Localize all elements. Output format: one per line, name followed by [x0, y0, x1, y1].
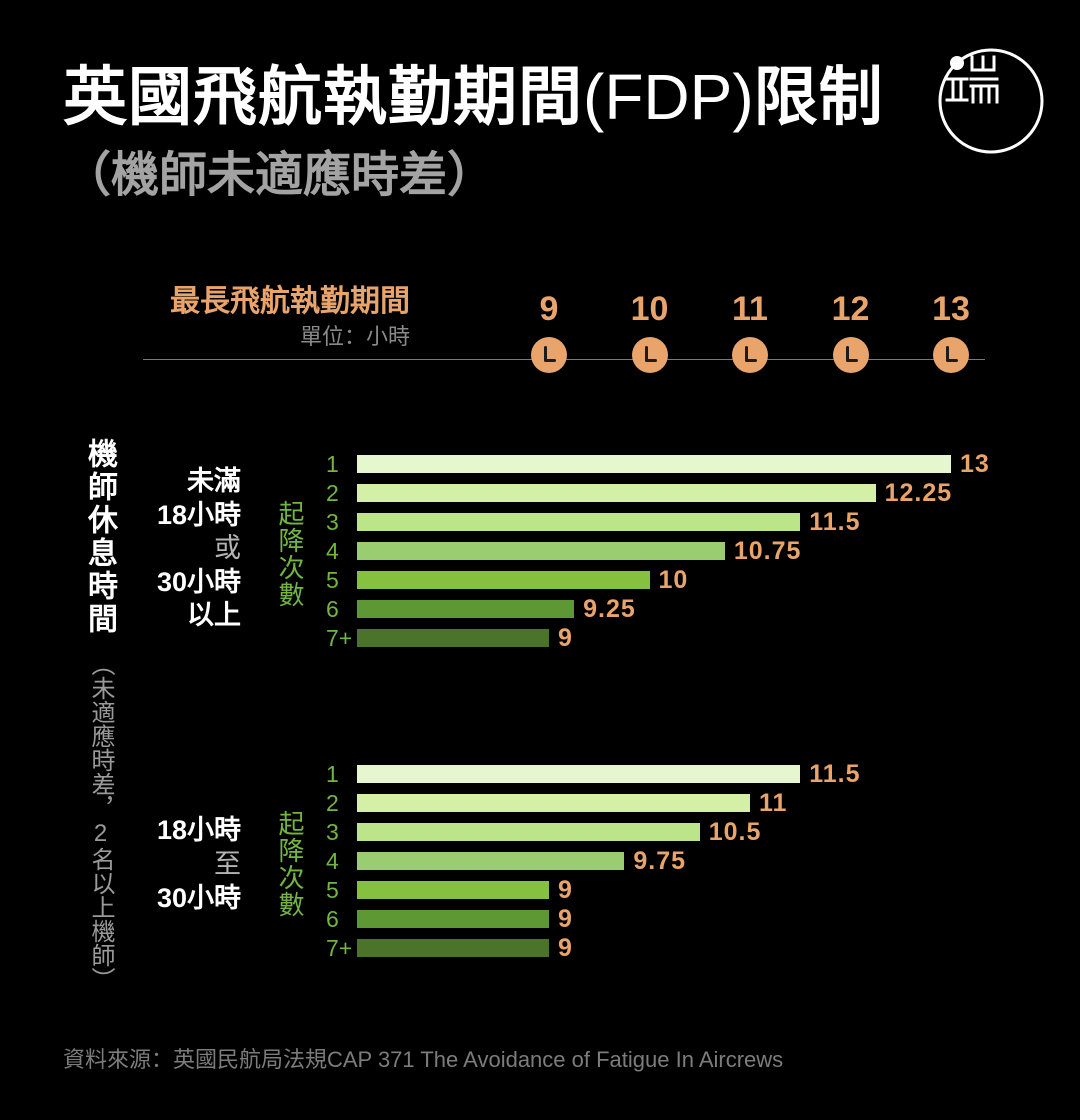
- row-label: 5: [326, 567, 339, 593]
- bar-group1-row5: [357, 571, 650, 589]
- title-suffix: 限制: [753, 61, 884, 133]
- clock-icon: [732, 337, 768, 373]
- row-label: 3: [326, 819, 339, 845]
- value-label: 9: [558, 624, 573, 652]
- bar-group2-row4: [357, 852, 625, 870]
- value-label: 9: [558, 876, 573, 904]
- value-label: 10: [658, 566, 689, 594]
- bar-group2-row7: [357, 939, 549, 957]
- tick-label-13: 13: [932, 290, 970, 328]
- clock-icon: [531, 337, 567, 373]
- row-group-note: （未適應時差，2名以上機師）: [87, 652, 114, 991]
- sector-axis-label: 起降次數: [275, 500, 305, 608]
- group-label-1: 未滿 18小時 或 30小時 以上: [157, 465, 241, 633]
- group-label-line: 30小時: [156, 883, 241, 913]
- bar-group1-row3: [357, 513, 801, 531]
- value-label: 10.5: [708, 818, 762, 846]
- page-title: 英國飛航執勤期間(FDP)限制: [63, 60, 884, 134]
- value-label: 9: [558, 934, 573, 962]
- page-subtitle: （機師未適應時差）: [63, 149, 496, 202]
- clock-icon: [832, 337, 869, 373]
- row-label: 7+: [326, 625, 353, 651]
- tick-label-9: 9: [539, 290, 559, 328]
- value-label: 12.25: [884, 479, 953, 507]
- source-note: 資料來源：英國民航局法規CAP 371 The Avoidance of Fat…: [63, 1047, 784, 1072]
- row-label: 4: [326, 848, 339, 874]
- value-label: 11.5: [809, 508, 861, 536]
- value-label: 9.75: [633, 847, 687, 875]
- group-label-line: 以上: [187, 600, 241, 630]
- bar-group1-row1: [357, 455, 951, 473]
- group-label-line: 18小時: [156, 815, 241, 845]
- logo: [938, 48, 1044, 154]
- clock-icon: [631, 337, 668, 373]
- bar-group2-row1: [357, 765, 801, 783]
- row-group-title: 機師休息時間: [83, 438, 116, 636]
- axis-title: 最長飛航執勤期間: [170, 285, 410, 318]
- tick-label-11: 11: [732, 290, 768, 328]
- clock-icon: [933, 337, 969, 373]
- row-label: 5: [326, 877, 339, 903]
- title-abbrev: (FDP): [583, 61, 754, 133]
- row-label: 6: [326, 906, 339, 932]
- bar-group1-row7: [357, 629, 549, 647]
- group-label-conjunction: 至: [214, 849, 241, 879]
- bar-group2-row6: [357, 910, 549, 928]
- bar-group2-row2: [357, 794, 750, 812]
- value-label: 13: [960, 450, 990, 478]
- value-label: 9.25: [583, 595, 636, 623]
- row-label: 1: [326, 451, 339, 477]
- group-label-line: 18小時: [156, 499, 241, 530]
- group-label-2: 18小時 至 30小時: [157, 813, 241, 915]
- bar-group1-row4: [357, 542, 725, 560]
- row-label: 1: [326, 761, 339, 787]
- bar-group2-row5: [357, 881, 549, 899]
- bar-group2-row3: [357, 823, 700, 841]
- value-label: 11: [759, 789, 788, 817]
- value-label: 11.5: [809, 760, 861, 788]
- bar-group1-row2: [357, 484, 876, 502]
- value-label: 10.75: [733, 537, 802, 565]
- tick-label-12: 12: [831, 290, 870, 328]
- row-label: 2: [326, 480, 339, 506]
- group-label-line: 未滿: [187, 466, 241, 496]
- axis-unit: 單位：小時: [299, 324, 410, 349]
- group-label-line: 30小時: [156, 566, 241, 597]
- group-label-conjunction: 或: [214, 533, 241, 563]
- row-label: 4: [326, 538, 339, 564]
- sector-axis-label: 起降次數: [275, 810, 305, 918]
- title-main: 英國飛航執勤期間: [63, 61, 583, 133]
- row-label: 6: [326, 596, 339, 622]
- row-label: 3: [326, 509, 339, 535]
- tick-label-10: 10: [630, 290, 669, 328]
- value-label: 9: [558, 905, 573, 933]
- row-label: 7+: [326, 935, 353, 961]
- bar-group1-row6: [357, 600, 575, 618]
- row-label: 2: [326, 790, 339, 816]
